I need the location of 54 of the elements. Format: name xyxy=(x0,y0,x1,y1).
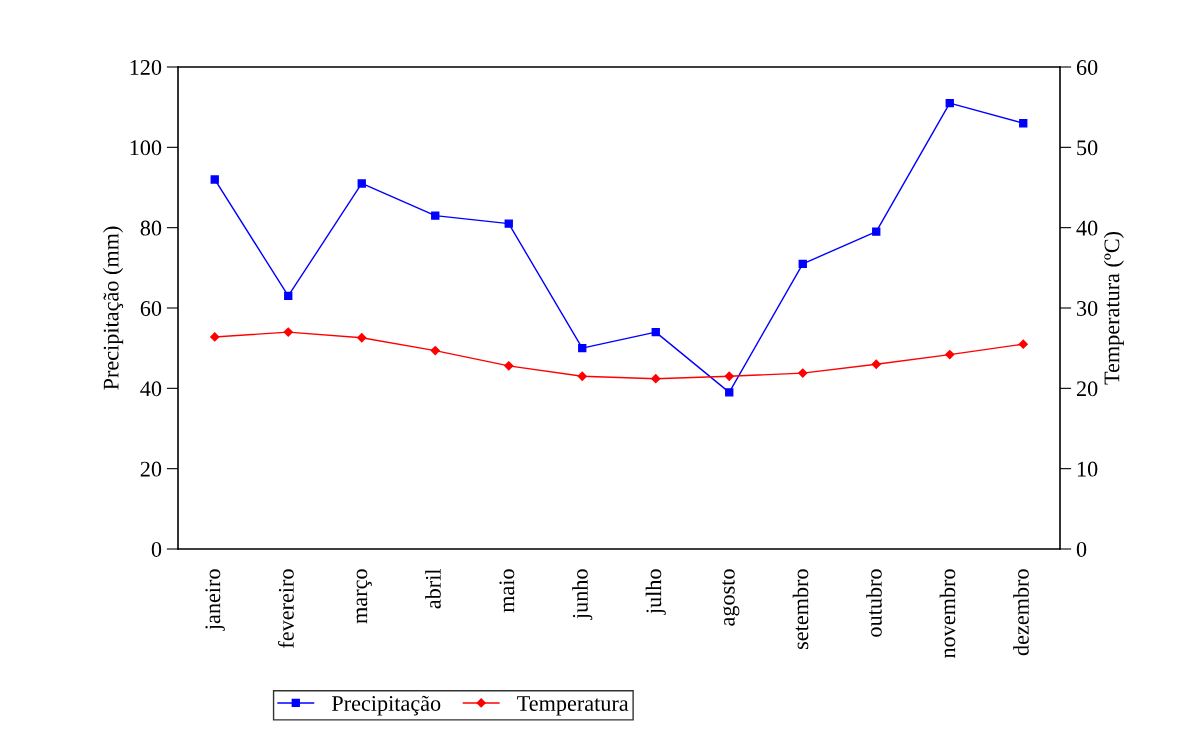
point xyxy=(1018,339,1028,349)
point xyxy=(284,291,293,301)
point xyxy=(871,359,881,369)
y2-tick-label: 30 xyxy=(1077,300,1098,316)
y-tick-label: 80 xyxy=(140,220,162,236)
y2-tick-label: 20 xyxy=(1076,381,1098,397)
x-tick-label: agosto xyxy=(722,569,740,626)
x-tick-label: novembro xyxy=(939,569,956,659)
point xyxy=(357,333,367,343)
x-tick-label: março xyxy=(356,569,372,624)
point xyxy=(798,368,808,378)
y2-tick-label: 10 xyxy=(1077,461,1098,477)
point xyxy=(945,98,954,108)
y2-tick-label: 0 xyxy=(1076,541,1087,557)
y2-axis-title: Temperatura (ºC) xyxy=(1103,231,1124,385)
x-tick-label: setembro xyxy=(792,569,809,649)
x-tick-label: abril xyxy=(425,568,441,609)
y2-tick-label: 60 xyxy=(1076,59,1098,75)
x-tick-label: junho xyxy=(572,569,593,620)
point xyxy=(1019,119,1028,128)
y2-tick-label: 40 xyxy=(1076,220,1098,236)
point xyxy=(724,371,734,381)
point xyxy=(725,388,734,397)
y-tick-label: 40 xyxy=(140,381,162,397)
point xyxy=(283,327,293,337)
x-tick-label: janeiro xyxy=(205,569,225,631)
x-tick-label: outubro xyxy=(866,569,882,637)
y-tick-label: 60 xyxy=(140,300,162,316)
x-tick-label: julho xyxy=(645,569,666,615)
y-tick-label: 120 xyxy=(130,59,162,75)
point xyxy=(651,374,661,384)
point xyxy=(872,227,881,236)
point xyxy=(577,371,587,381)
point xyxy=(430,345,440,356)
point xyxy=(798,259,807,268)
point xyxy=(651,327,660,337)
x-tick-label: dezembro xyxy=(1013,569,1029,656)
legend-label: Precipitação xyxy=(331,695,441,716)
x-tick-label: maio xyxy=(499,569,515,613)
point xyxy=(504,219,513,228)
y2-tick-label: 50 xyxy=(1077,140,1098,156)
point xyxy=(210,332,220,342)
y-tick-label: 100 xyxy=(130,140,162,156)
y-tick-label: 0 xyxy=(151,541,162,557)
y-axis-title: Precipitação (mm) xyxy=(102,226,124,390)
point xyxy=(431,211,440,220)
point xyxy=(945,349,955,360)
point xyxy=(504,361,514,371)
point xyxy=(578,343,587,353)
y-tick-label: 20 xyxy=(140,461,162,477)
legend-label: Temperatura xyxy=(517,696,629,716)
point xyxy=(357,179,366,188)
x-tick-label: fevereiro xyxy=(277,569,294,648)
point xyxy=(210,175,219,184)
